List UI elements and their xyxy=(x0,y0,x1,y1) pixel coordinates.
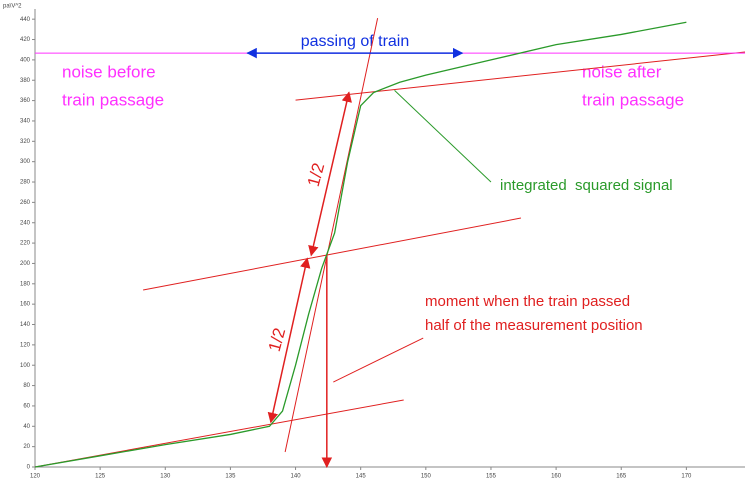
y-tick-label: 300 xyxy=(20,159,31,165)
y-tick-label: 180 xyxy=(20,281,31,287)
annotation-text: 1/2 xyxy=(304,161,328,189)
annotation-line xyxy=(295,51,746,101)
annotation-line xyxy=(143,217,522,291)
annotation-line xyxy=(284,18,379,453)
y-tick-label: 260 xyxy=(20,200,31,206)
annotation-text: train passage xyxy=(582,90,684,109)
y-tick-label: 0 xyxy=(27,465,31,471)
x-tick-label: 120 xyxy=(30,474,41,480)
x-tick-label: 135 xyxy=(225,474,236,480)
y-tick-label: 60 xyxy=(23,404,30,410)
x-tick-label: 155 xyxy=(486,474,497,480)
x-tick-label: 150 xyxy=(421,474,432,480)
x-tick-label: 125 xyxy=(95,474,106,480)
y-tick-label: 200 xyxy=(20,261,31,267)
y-tick-label: 360 xyxy=(20,98,31,104)
annotation-text: half of the measurement position xyxy=(425,317,643,334)
annotation-text: moment when the train passed xyxy=(425,293,630,310)
y-tick-label: 20 xyxy=(23,444,30,450)
annotation-text: 1/2 xyxy=(265,326,289,354)
annotation-text: passing of train xyxy=(301,33,410,50)
y-tick-label: 320 xyxy=(20,139,31,145)
y-tick-label: 40 xyxy=(23,424,30,430)
y-tick-label: 140 xyxy=(20,322,31,328)
y-tick-label: 380 xyxy=(20,78,31,84)
y-tick-label: 160 xyxy=(20,302,31,308)
annotation-text: integrated squared signal xyxy=(500,177,673,194)
y-tick-label: 440 xyxy=(20,17,31,23)
y-tick-label: 120 xyxy=(20,342,31,348)
annotation-line xyxy=(267,257,311,424)
annotation-line xyxy=(333,337,424,383)
y-tick-label: 280 xyxy=(20,180,31,186)
x-tick-label: 165 xyxy=(616,474,627,480)
x-tick-label: 140 xyxy=(291,474,302,480)
annotation-text: train passage xyxy=(62,90,164,109)
annotation-line xyxy=(394,90,492,183)
y-tick-label: 240 xyxy=(20,220,31,226)
y-tick-label: 80 xyxy=(23,383,30,389)
x-tick-label: 160 xyxy=(551,474,562,480)
y-axis-label: pa\V^2 xyxy=(3,4,22,10)
y-tick-label: 220 xyxy=(20,241,31,247)
annotation-line xyxy=(308,91,352,257)
x-tick-label: 130 xyxy=(160,474,171,480)
x-tick-label: 170 xyxy=(681,474,692,480)
annotation-text: noise before xyxy=(62,62,156,81)
y-tick-label: 340 xyxy=(20,119,31,125)
y-tick-label: 100 xyxy=(20,363,31,369)
signal-line xyxy=(34,21,687,468)
x-tick-label: 145 xyxy=(356,474,367,480)
y-tick-label: 420 xyxy=(20,37,31,43)
y-tick-label: 400 xyxy=(20,57,31,63)
